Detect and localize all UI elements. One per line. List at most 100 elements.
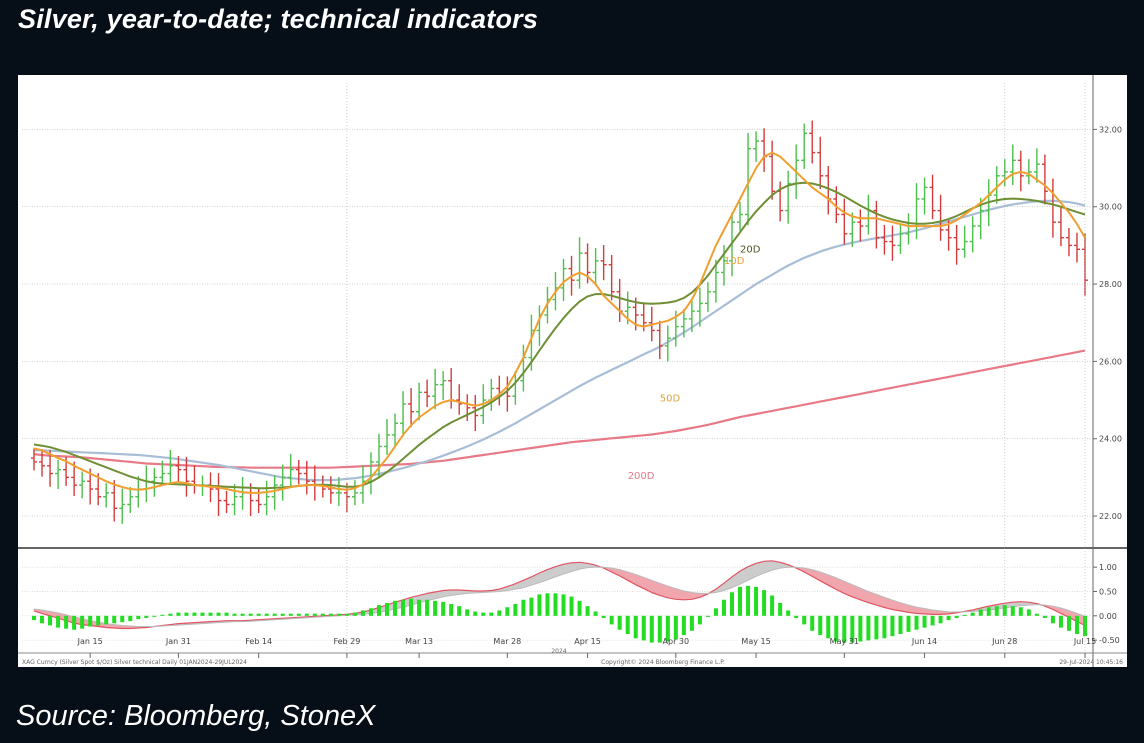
price-bar bbox=[263, 480, 270, 516]
macd-histogram-bar bbox=[393, 600, 398, 616]
price-bar bbox=[311, 465, 318, 501]
price-bar bbox=[873, 200, 880, 249]
macd-histogram-bar bbox=[625, 615, 630, 635]
price-bar bbox=[857, 209, 864, 242]
price-bar bbox=[849, 212, 856, 247]
macd-histogram-bar bbox=[312, 613, 317, 616]
price-bar bbox=[416, 382, 423, 421]
price-bar bbox=[103, 483, 110, 508]
macd-histogram-bar bbox=[521, 599, 526, 616]
price-bar bbox=[496, 375, 503, 406]
price-bar bbox=[432, 368, 439, 410]
price-bar bbox=[897, 224, 904, 254]
price-bar bbox=[287, 453, 294, 486]
x-year-label: 2024 bbox=[551, 648, 566, 655]
price-bar bbox=[993, 166, 1000, 204]
price-bar bbox=[712, 259, 719, 303]
price-bar bbox=[921, 177, 928, 215]
x-tick-label: Jan 15 bbox=[77, 637, 103, 646]
macd-histogram-bar bbox=[657, 615, 662, 643]
ma200-line-group bbox=[33, 349, 1086, 469]
macd-histogram-bar bbox=[689, 615, 694, 631]
macd-histogram-bar bbox=[352, 612, 357, 616]
macd-histogram-bar bbox=[617, 615, 622, 630]
price-bar bbox=[937, 194, 944, 241]
price-bar bbox=[664, 325, 671, 362]
price-bar bbox=[384, 419, 391, 455]
price-gridlines bbox=[18, 75, 1127, 667]
x-tick-label: Feb 29 bbox=[333, 637, 360, 646]
macd-histogram-bar bbox=[858, 615, 863, 642]
macd-histogram-bar bbox=[216, 612, 221, 616]
macd-histogram-bar bbox=[1042, 615, 1047, 618]
macd-histogram-bar bbox=[802, 615, 807, 625]
macd-histogram-bar bbox=[376, 605, 381, 616]
macd-histogram-bar bbox=[866, 615, 871, 641]
source-note: Source: Bloomberg, StoneX bbox=[16, 700, 376, 732]
macd-histogram-bar bbox=[48, 615, 53, 626]
price-tick-label: 30.00 bbox=[1099, 203, 1122, 212]
macd-histogram-bar bbox=[80, 615, 85, 629]
price-bar bbox=[424, 379, 431, 408]
ma50-line bbox=[34, 199, 1086, 482]
price-bar bbox=[753, 131, 760, 162]
price-bar bbox=[239, 477, 246, 510]
price-bar bbox=[408, 388, 415, 428]
macd-histogram-bar bbox=[569, 596, 574, 616]
macd-histogram-bar bbox=[681, 615, 686, 636]
macd-histogram-bar bbox=[385, 602, 390, 616]
price-bar bbox=[456, 384, 463, 415]
price-bar bbox=[905, 213, 912, 245]
macd-histogram-bar bbox=[1058, 615, 1063, 628]
macd-histogram-bar bbox=[457, 606, 462, 616]
price-bar bbox=[704, 282, 711, 312]
footer-center: Copyright© 2024 Bloomberg Finance L.P. bbox=[601, 659, 725, 666]
macd-tick-label: 0.00 bbox=[1099, 612, 1117, 621]
macd-histogram-bar bbox=[906, 615, 911, 632]
macd-histogram-bar bbox=[986, 607, 991, 616]
footer-right: 29-Jul-2024 10:45:16 bbox=[1059, 659, 1123, 666]
price-tick-label: 26.00 bbox=[1099, 357, 1122, 366]
macd-histogram-bar bbox=[537, 594, 542, 616]
macd-histogram-bar bbox=[336, 613, 341, 616]
price-bar bbox=[1025, 159, 1032, 185]
macd-histogram-bar bbox=[200, 612, 205, 616]
macd-histogram-bar bbox=[144, 615, 149, 618]
macd-histogram-bar bbox=[489, 612, 494, 616]
macd-histogram-bar bbox=[425, 599, 430, 616]
macd-histogram-bar bbox=[738, 586, 743, 616]
price-tick-label: 22.00 bbox=[1099, 512, 1122, 521]
macd-tick-label: 0.50 bbox=[1099, 587, 1117, 596]
macd-histogram-bar bbox=[248, 613, 253, 616]
chart-footer: XAG Curncy (Silver Spot $/Oz) Silver tec… bbox=[22, 659, 1123, 666]
macd-histogram-bar bbox=[754, 586, 759, 616]
macd-histogram-bar bbox=[609, 615, 614, 625]
price-bar bbox=[279, 464, 286, 501]
macd-histogram-bar bbox=[922, 615, 927, 628]
macd-histogram-bar bbox=[930, 615, 935, 626]
macd-histogram-bar bbox=[826, 615, 831, 639]
macd-histogram-bar bbox=[240, 613, 245, 616]
macd-histogram-bar bbox=[152, 615, 157, 617]
macd-histogram-bar bbox=[721, 599, 726, 616]
macd-histogram-bar bbox=[818, 615, 823, 636]
x-tick-label: Jul 15 bbox=[1073, 637, 1096, 646]
price-bar bbox=[1049, 178, 1056, 238]
macd-histogram-bar bbox=[328, 613, 333, 616]
price-bar bbox=[375, 433, 382, 478]
macd-histogram-bar bbox=[296, 613, 301, 616]
ma10-label: 10D bbox=[724, 256, 745, 267]
macd-histogram-bar bbox=[577, 600, 582, 616]
price-bar bbox=[688, 298, 695, 333]
macd-histogram-bar bbox=[665, 615, 670, 642]
macd-histogram-bar bbox=[946, 615, 951, 621]
macd-histogram-bar bbox=[970, 612, 975, 616]
ma10-line-group bbox=[33, 151, 1086, 494]
ma50-line-group bbox=[34, 199, 1086, 482]
macd-histogram-bar bbox=[842, 615, 847, 643]
price-bar bbox=[223, 490, 230, 513]
macd-panel: 1.00 0.50 0.00 -0.50 bbox=[22, 560, 1120, 645]
price-bar bbox=[1033, 148, 1040, 183]
macd-histogram-bar bbox=[224, 612, 229, 616]
price-tick-label: 28.00 bbox=[1099, 280, 1122, 289]
